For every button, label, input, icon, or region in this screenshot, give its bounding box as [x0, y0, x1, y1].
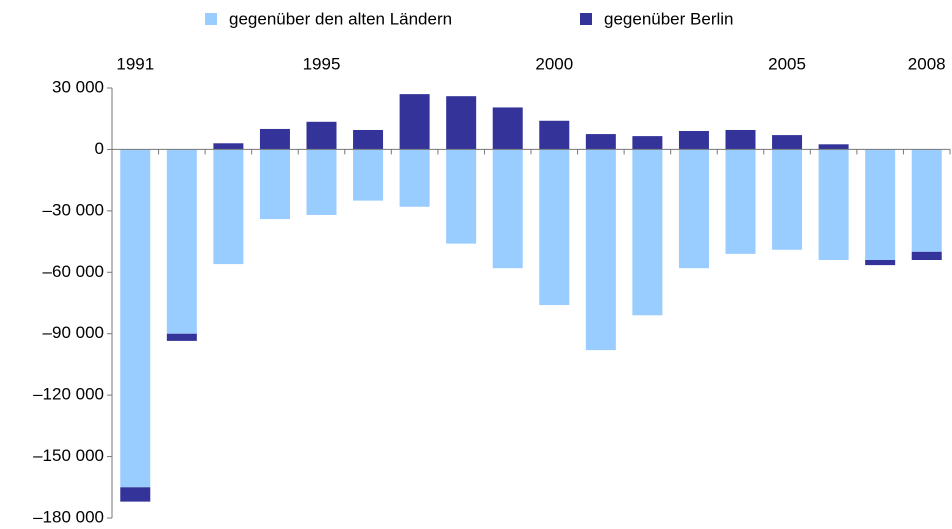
x-tick-label: 1991 — [116, 54, 154, 73]
bar — [725, 129, 756, 150]
bar — [865, 149, 896, 260]
bar — [306, 121, 337, 150]
bar — [818, 149, 849, 260]
y-tick-label: –150 000 — [33, 446, 104, 465]
bar — [399, 149, 430, 207]
bar — [911, 251, 942, 260]
bar — [399, 94, 430, 150]
bar — [492, 107, 523, 150]
x-tick-label: 2008 — [908, 54, 946, 73]
bar — [166, 149, 197, 334]
bar — [166, 333, 197, 341]
legend-swatch — [580, 13, 592, 25]
bar — [213, 143, 244, 150]
bar — [539, 120, 570, 150]
legend-label: gegenüber den alten Ländern — [229, 9, 452, 28]
bar — [678, 131, 709, 150]
bar — [678, 149, 709, 269]
bar — [632, 136, 663, 150]
y-tick-label: 0 — [95, 139, 104, 158]
bar — [585, 149, 616, 351]
x-tick-label: 2000 — [535, 54, 573, 73]
y-tick-label: –90 000 — [43, 323, 104, 342]
bar — [213, 149, 244, 265]
y-tick-label: –120 000 — [33, 385, 104, 404]
y-tick-label: –60 000 — [43, 262, 104, 281]
bar — [865, 260, 896, 266]
bar — [259, 149, 290, 220]
bar — [120, 487, 151, 502]
bar — [306, 149, 337, 215]
bar — [353, 129, 384, 150]
y-tick-label: 30 000 — [52, 77, 104, 96]
bar — [446, 96, 477, 150]
legend-label: gegenüber Berlin — [604, 9, 733, 28]
y-tick-label: –180 000 — [33, 507, 104, 526]
legend-swatch — [205, 13, 217, 25]
bar — [446, 149, 477, 244]
bar — [120, 149, 151, 488]
bar — [492, 149, 523, 269]
bar — [632, 149, 663, 316]
bar — [772, 135, 803, 150]
bar — [353, 149, 384, 201]
bar — [259, 128, 290, 150]
bar — [772, 149, 803, 250]
bar — [539, 149, 570, 306]
bar — [818, 144, 849, 150]
bar — [585, 134, 616, 150]
bar — [911, 149, 942, 252]
y-tick-label: –30 000 — [43, 200, 104, 219]
bar — [725, 149, 756, 254]
x-tick-label: 1995 — [303, 54, 341, 73]
x-tick-label: 2005 — [768, 54, 806, 73]
